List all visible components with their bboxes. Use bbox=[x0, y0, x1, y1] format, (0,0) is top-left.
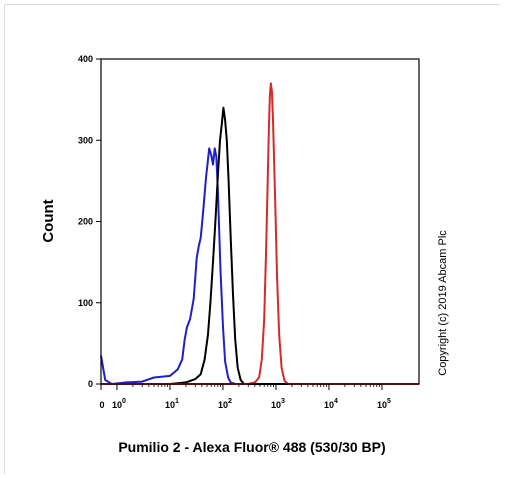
x-tick-exponent: 2 bbox=[228, 398, 232, 405]
series-line-3 bbox=[101, 82, 419, 385]
copyright-notice: Copyright (c) 2019 Abcam Plc bbox=[437, 230, 449, 376]
x-tick-exponent: 5 bbox=[387, 398, 391, 405]
x-tick-label: 102 bbox=[218, 398, 232, 410]
y-axis-label: Count bbox=[40, 199, 57, 242]
y-axis: 0 100 200 300 400 bbox=[78, 54, 101, 389]
x-tick-exponent: 0 bbox=[122, 398, 126, 405]
y-tick-label: 0 bbox=[88, 379, 93, 389]
x-tick-exponent: 4 bbox=[334, 398, 338, 405]
x-tick-label: 0 bbox=[99, 400, 104, 410]
x-tick-label: 105 bbox=[377, 398, 391, 410]
series-layer bbox=[100, 82, 419, 385]
series-line-2 bbox=[101, 106, 419, 385]
y-tick-label: 300 bbox=[78, 135, 93, 145]
y-tick-label: 100 bbox=[78, 298, 93, 308]
chart-frame bbox=[4, 4, 500, 474]
x-tick-exponent: 1 bbox=[175, 398, 179, 405]
y-tick-label: 400 bbox=[78, 54, 93, 64]
plot-area bbox=[100, 58, 420, 385]
series-line-1 bbox=[100, 147, 419, 385]
x-axis-label: Pumilio 2 - Alexa Fluor® 488 (530/30 BP) bbox=[118, 439, 385, 455]
x-tick-label: 104 bbox=[324, 398, 338, 410]
x-axis: 0 100 101 102 103 104 105 bbox=[99, 384, 391, 410]
x-tick-label: 100 bbox=[112, 398, 126, 410]
x-tick-exponent: 3 bbox=[281, 398, 285, 405]
x-tick-label: 101 bbox=[165, 398, 179, 410]
x-tick-label: 103 bbox=[271, 398, 285, 410]
y-tick-label: 200 bbox=[78, 217, 93, 227]
